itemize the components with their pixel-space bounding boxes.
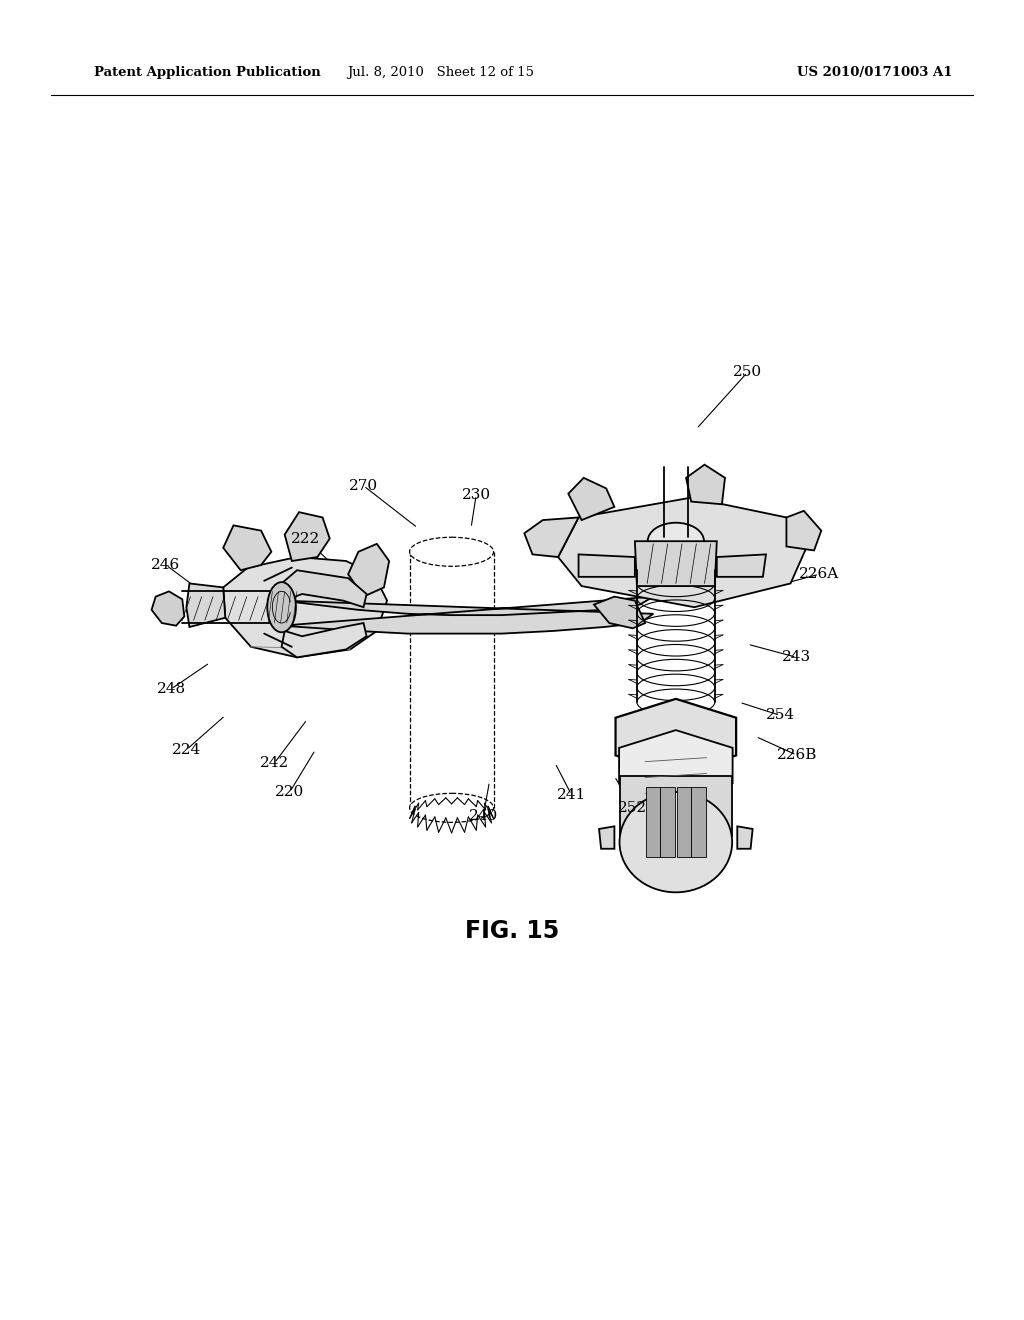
Text: 254: 254 xyxy=(766,709,795,722)
Text: 226A: 226A xyxy=(799,568,840,581)
Polygon shape xyxy=(635,541,717,586)
Polygon shape xyxy=(348,544,389,597)
Polygon shape xyxy=(599,826,614,849)
Polygon shape xyxy=(646,787,660,857)
Polygon shape xyxy=(152,591,184,626)
Polygon shape xyxy=(737,826,753,849)
Polygon shape xyxy=(524,517,579,557)
Polygon shape xyxy=(558,498,807,607)
Polygon shape xyxy=(282,623,367,657)
Polygon shape xyxy=(285,512,330,561)
Text: 220: 220 xyxy=(275,785,304,799)
Text: 243: 243 xyxy=(782,651,811,664)
Polygon shape xyxy=(223,525,271,570)
Text: US 2010/0171003 A1: US 2010/0171003 A1 xyxy=(797,66,952,79)
Polygon shape xyxy=(717,554,766,577)
Polygon shape xyxy=(579,554,635,577)
Text: 222: 222 xyxy=(291,532,319,545)
Text: 224: 224 xyxy=(172,743,201,756)
Text: FIG. 15: FIG. 15 xyxy=(465,919,559,942)
Text: 246: 246 xyxy=(152,558,180,572)
Text: 226B: 226B xyxy=(776,748,817,762)
Polygon shape xyxy=(620,730,732,801)
Text: 241: 241 xyxy=(557,788,586,801)
Polygon shape xyxy=(186,583,225,627)
Text: 242: 242 xyxy=(260,756,289,770)
Ellipse shape xyxy=(648,523,705,560)
Polygon shape xyxy=(282,597,653,634)
Ellipse shape xyxy=(267,582,296,632)
Text: 230: 230 xyxy=(462,488,490,502)
Ellipse shape xyxy=(410,537,494,566)
Polygon shape xyxy=(786,511,821,550)
Text: 250: 250 xyxy=(733,366,762,379)
Text: Jul. 8, 2010   Sheet 12 of 15: Jul. 8, 2010 Sheet 12 of 15 xyxy=(347,66,534,79)
Text: 270: 270 xyxy=(349,479,378,492)
Ellipse shape xyxy=(620,792,732,892)
Polygon shape xyxy=(677,787,691,857)
Text: Patent Application Publication: Patent Application Publication xyxy=(94,66,321,79)
Polygon shape xyxy=(223,557,387,657)
Text: 252: 252 xyxy=(618,801,647,814)
Text: 248: 248 xyxy=(157,682,185,696)
Text: 240: 240 xyxy=(469,809,498,822)
Polygon shape xyxy=(282,570,367,607)
Polygon shape xyxy=(615,698,736,775)
Polygon shape xyxy=(594,597,645,628)
Ellipse shape xyxy=(410,793,494,822)
Polygon shape xyxy=(691,787,706,857)
Polygon shape xyxy=(660,787,675,857)
Polygon shape xyxy=(686,465,725,504)
Polygon shape xyxy=(620,776,732,836)
Polygon shape xyxy=(568,478,614,520)
